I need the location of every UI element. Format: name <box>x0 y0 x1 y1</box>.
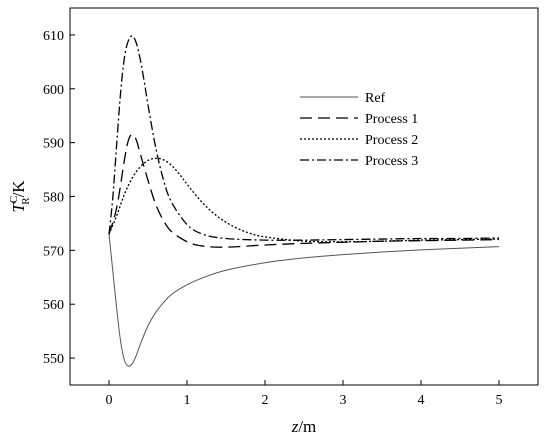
series-line-process-2 <box>108 157 500 243</box>
x-axis-title: z/m <box>291 417 317 436</box>
y-axis-title-subscript: R <box>20 197 32 205</box>
legend-label-process-1: Process 1 <box>365 112 418 127</box>
x-tick-label: 3 <box>340 393 347 408</box>
series-line-ref <box>108 234 500 367</box>
x-tick-label: 1 <box>184 393 191 408</box>
series-line-process-1 <box>108 133 500 248</box>
y-axis-title-unit: /K <box>9 180 28 198</box>
y-tick-label: 580 <box>43 191 64 206</box>
x-tick-label: 2 <box>262 393 269 408</box>
series-line-process-3 <box>108 35 500 241</box>
x-tick-label: 0 <box>106 393 113 408</box>
y-tick-label: 590 <box>43 137 64 152</box>
x-tick-label: 5 <box>496 393 503 408</box>
legend-label-process-3: Process 3 <box>365 154 418 169</box>
legend-label-ref: Ref <box>365 91 386 106</box>
x-axis-title-main: z <box>291 417 299 436</box>
x-axis: 0 1 2 3 4 5 <box>106 380 503 408</box>
y-axis: 550 560 570 580 590 600 610 <box>43 29 75 367</box>
x-tick-label: 4 <box>418 393 425 408</box>
y-axis-title-superscript: C <box>8 196 20 203</box>
y-tick-label: 570 <box>43 244 64 259</box>
legend: Ref Process 1 Process 2 Process 3 <box>300 91 418 169</box>
legend-label-process-2: Process 2 <box>365 133 418 148</box>
y-tick-label: 560 <box>43 298 64 313</box>
plot-area-frame <box>69 7 539 386</box>
y-tick-label: 600 <box>43 83 64 98</box>
y-axis-title-main: T <box>9 202 28 213</box>
series-layer <box>108 35 500 367</box>
y-tick-label: 550 <box>43 352 64 367</box>
y-axis-title: TCR/K <box>8 180 32 213</box>
x-axis-title-unit: /m <box>298 417 316 436</box>
y-tick-label: 610 <box>43 29 64 44</box>
